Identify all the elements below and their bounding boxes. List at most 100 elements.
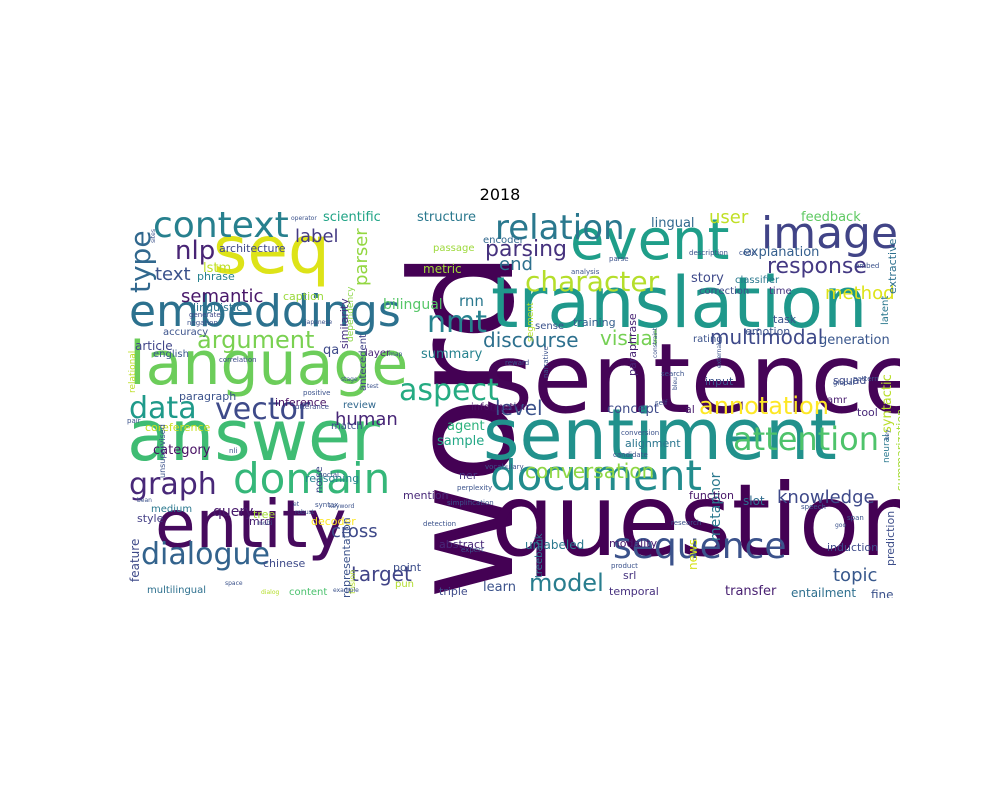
word-squad: squad — [833, 374, 867, 387]
word-embed: embed — [855, 262, 880, 270]
word-passage: passage — [433, 243, 475, 254]
word-visual: visual — [600, 326, 659, 350]
word-perplexity: perplexity — [457, 484, 493, 492]
word-induction: induction — [827, 541, 879, 554]
word-category: category — [153, 443, 211, 458]
word-human: human — [335, 409, 398, 430]
word-parser: parser — [351, 228, 372, 286]
word-mention: mention — [403, 489, 449, 502]
word-data: data — [129, 391, 197, 426]
word-query: query — [213, 504, 254, 520]
word-model: model — [529, 569, 604, 597]
word-et: et — [293, 501, 300, 508]
word-decoder: decoder — [311, 515, 356, 528]
word-news: news — [686, 538, 700, 570]
word-alignment: alignment — [625, 437, 681, 450]
word-transfer: transfer — [725, 584, 777, 598]
word-inference: inference — [275, 396, 327, 409]
word-accuracy: accuracy — [163, 327, 209, 338]
word-parsing: parsing — [485, 237, 567, 262]
word-match: match — [331, 421, 363, 432]
word-space: space — [225, 580, 243, 587]
word-sequence: sequence — [613, 526, 787, 567]
word-paraphrase: paraphrase — [626, 313, 639, 376]
word-tool: tool — [857, 406, 878, 419]
word-multilingual: multilingual — [147, 585, 207, 596]
word-span: span — [847, 514, 864, 522]
word-nli: nli — [229, 447, 238, 455]
word-summary: summary — [421, 347, 483, 362]
word-english: english — [153, 349, 189, 360]
word-map: map — [389, 351, 403, 358]
word-treebank: treebank — [534, 533, 545, 578]
word-bilingual: bilingual — [383, 297, 443, 313]
word-context: context — [153, 208, 289, 246]
word-function: function — [689, 489, 734, 502]
word-layer: layer — [365, 348, 391, 359]
word-linguistic: linguistic — [193, 301, 243, 314]
word-entity: entity — [155, 486, 347, 563]
word-code: code — [739, 249, 756, 257]
word-conversion: conversion — [621, 429, 660, 437]
word-summarization: summarization — [894, 408, 900, 491]
word-sites: sites — [150, 229, 157, 243]
word-caption: caption — [283, 290, 324, 303]
word-generate: generate — [189, 311, 221, 319]
word-positive: positive — [303, 389, 331, 397]
word-feature: feature — [128, 538, 142, 582]
word-rating: rating — [693, 334, 723, 345]
word-learn: learn — [483, 580, 516, 595]
word-sentiment: sentiment — [483, 394, 837, 476]
word-semantic: semantic — [181, 286, 264, 307]
word-search: search — [661, 370, 685, 378]
word-story: story — [691, 271, 724, 286]
word-point: point — [393, 561, 422, 574]
word-lstm: lstm — [203, 261, 232, 276]
word-entailment: entailment — [791, 586, 857, 598]
word-response: response — [767, 254, 867, 279]
word-topic: topic — [833, 565, 878, 586]
word-reward: reward — [505, 359, 530, 367]
word-unsupervised: unsupervised — [158, 424, 167, 478]
word-description: description — [689, 249, 728, 257]
word-amr: amr — [827, 395, 847, 406]
word-syntax: syntax — [315, 501, 339, 509]
word-triple: triple — [439, 585, 468, 598]
word-vocabulary: vocabulary — [485, 463, 524, 471]
word-coreference: coreference — [145, 421, 211, 434]
word-self: self — [655, 399, 668, 407]
word-pattern: pattern — [853, 375, 879, 383]
word-classifier: classifier — [735, 275, 780, 286]
word-method: method — [825, 283, 895, 304]
word-language: language — [129, 329, 409, 399]
word-modality: modality — [609, 537, 658, 550]
word-robust: robust — [295, 509, 315, 516]
word-prediction: prediction — [884, 510, 897, 566]
word-al: al — [685, 403, 695, 416]
word-training: training — [573, 316, 616, 329]
word-metric: metric — [423, 262, 462, 276]
word-extractive: extractive — [886, 238, 899, 294]
word-image: image — [761, 208, 899, 259]
word-test: test — [367, 383, 379, 390]
word-detection: detection — [423, 520, 457, 528]
word-segment: segment — [526, 302, 536, 342]
word-lingual: lingual — [651, 216, 695, 231]
word-srl: srl — [623, 569, 637, 582]
word-correlation: correlation — [219, 356, 257, 364]
word-latent: latent — [880, 295, 891, 325]
word-character: character — [525, 265, 660, 298]
figure-title: 2018 — [479, 185, 521, 204]
word-reasoning: reasoning — [305, 472, 360, 485]
word-dialogue: dialogue — [141, 537, 270, 572]
word-social: social — [319, 471, 339, 479]
word-dependency: dependency — [346, 286, 356, 342]
word-task: task — [773, 313, 797, 326]
word-research: research — [671, 519, 702, 527]
word-annotation: annotation — [699, 392, 829, 420]
word-style: style — [137, 512, 164, 525]
word-discourse: discourse — [483, 328, 579, 352]
word-aspect: aspect — [399, 373, 499, 408]
word-encoder: encoder — [483, 235, 524, 246]
word-negation: negation — [187, 319, 218, 327]
